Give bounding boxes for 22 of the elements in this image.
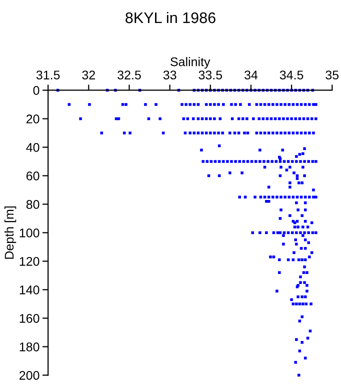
y-tick-label: 100 [20, 228, 40, 238]
y-tick-label: 180 [20, 342, 40, 352]
x-tick-label: 32.5 [118, 70, 141, 80]
x-tick-label: 34.5 [280, 70, 304, 80]
x-tick-label: 34 [244, 70, 258, 80]
y-tick-label: 160 [20, 314, 40, 323]
x-tick-label: 33.5 [198, 70, 222, 80]
y-tick-label: 40 [26, 143, 40, 152]
y-tick-label: 20 [26, 114, 40, 124]
chart-title: 8KYL in 1986 [126, 12, 216, 24]
y-tick-label: 0 [33, 86, 40, 95]
x-tick-label: 31.5 [36, 70, 60, 80]
y-tick-label: 120 [20, 257, 40, 266]
y-tick-label: 60 [26, 172, 40, 180]
x-tick-label: 33 [163, 70, 176, 80]
x-tick-label: 35 [326, 70, 339, 80]
x-axis-title: Salinity [170, 57, 210, 69]
y-tick-label: 80 [26, 200, 40, 209]
x-tick-label: 32 [82, 70, 95, 80]
y-tick-label: 200 [20, 370, 40, 380]
y-tick-label: 140 [20, 285, 40, 294]
y-axis-title: Depth [m] [4, 206, 16, 259]
